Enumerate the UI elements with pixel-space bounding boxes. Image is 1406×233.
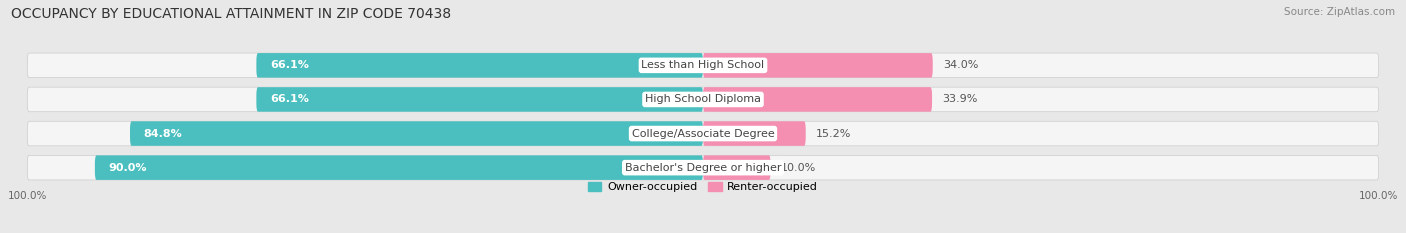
- FancyBboxPatch shape: [256, 53, 703, 78]
- FancyBboxPatch shape: [27, 87, 1379, 112]
- FancyBboxPatch shape: [27, 53, 1379, 78]
- Text: 33.9%: 33.9%: [942, 94, 977, 104]
- Text: Bachelor's Degree or higher: Bachelor's Degree or higher: [624, 163, 782, 173]
- FancyBboxPatch shape: [27, 155, 1379, 180]
- Text: 66.1%: 66.1%: [270, 60, 309, 70]
- FancyBboxPatch shape: [703, 155, 770, 180]
- Text: Less than High School: Less than High School: [641, 60, 765, 70]
- Legend: Owner-occupied, Renter-occupied: Owner-occupied, Renter-occupied: [588, 182, 818, 192]
- Text: 90.0%: 90.0%: [108, 163, 146, 173]
- Text: 66.1%: 66.1%: [270, 94, 309, 104]
- Text: 10.0%: 10.0%: [780, 163, 815, 173]
- FancyBboxPatch shape: [703, 53, 932, 78]
- FancyBboxPatch shape: [129, 121, 703, 146]
- FancyBboxPatch shape: [94, 155, 703, 180]
- Text: OCCUPANCY BY EDUCATIONAL ATTAINMENT IN ZIP CODE 70438: OCCUPANCY BY EDUCATIONAL ATTAINMENT IN Z…: [11, 7, 451, 21]
- FancyBboxPatch shape: [27, 121, 1379, 146]
- Text: College/Associate Degree: College/Associate Degree: [631, 129, 775, 139]
- FancyBboxPatch shape: [256, 87, 703, 112]
- Text: Source: ZipAtlas.com: Source: ZipAtlas.com: [1284, 7, 1395, 17]
- Text: 84.8%: 84.8%: [143, 129, 183, 139]
- FancyBboxPatch shape: [703, 121, 806, 146]
- Text: 34.0%: 34.0%: [943, 60, 979, 70]
- Text: High School Diploma: High School Diploma: [645, 94, 761, 104]
- Text: 15.2%: 15.2%: [815, 129, 851, 139]
- FancyBboxPatch shape: [703, 87, 932, 112]
